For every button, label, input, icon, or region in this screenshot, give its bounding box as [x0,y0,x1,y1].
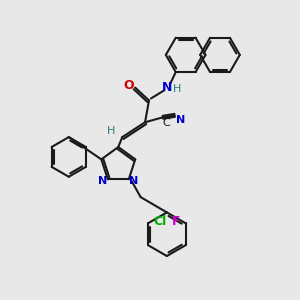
Text: N: N [176,115,185,125]
Text: N: N [98,176,107,186]
Text: H: H [172,84,181,94]
Text: N: N [129,176,138,186]
Text: H: H [107,126,116,136]
Text: F: F [172,215,180,228]
Text: N: N [162,81,172,94]
Text: C: C [162,118,170,128]
Text: Cl: Cl [153,215,167,228]
Text: O: O [123,79,134,92]
